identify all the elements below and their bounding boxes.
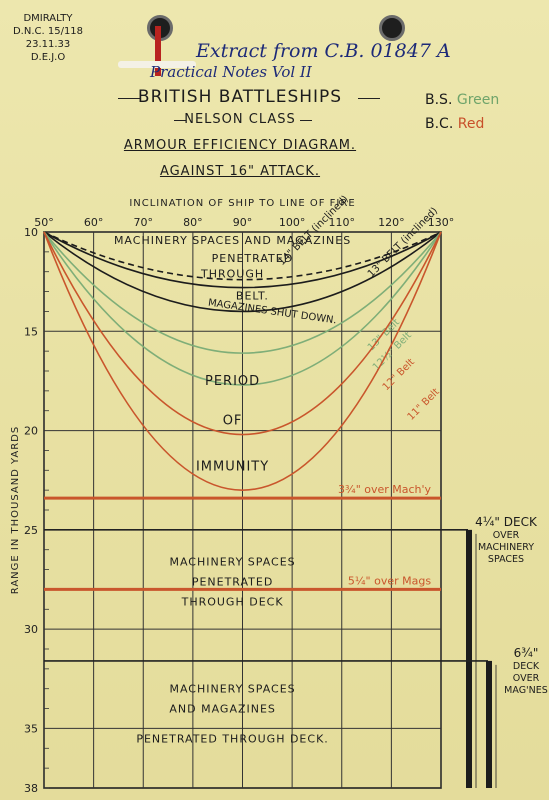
- deck-line-label: 5¼" over Mags: [348, 574, 431, 587]
- belt-curve: [43, 231, 442, 281]
- main-title: BRITISH BATTLESHIPS: [137, 87, 343, 107]
- deck-label-text: 4¼" DECK: [475, 515, 538, 529]
- x-tick-label: 130°: [428, 216, 455, 229]
- zone-label: PERIOD: [205, 374, 260, 389]
- curve-label: 11" Belt: [406, 386, 442, 422]
- legend-label: B.S.: [425, 92, 453, 108]
- diagram-title: ARMOUR EFFICIENCY DIAGRAM.: [123, 138, 357, 153]
- y-tick-label: 30: [24, 623, 38, 636]
- x-axis-title: INCLINATION OF SHIP TO LINE OF FIRE: [129, 198, 355, 209]
- x-tick-label: 60°: [84, 216, 104, 229]
- white-string: [118, 61, 196, 68]
- deck-label-text: OVER: [493, 530, 520, 541]
- x-tick-label: 120°: [378, 216, 405, 229]
- x-tick-label: 70°: [134, 216, 154, 229]
- class-rule-right: [300, 120, 312, 121]
- x-tick-label: 80°: [183, 216, 203, 229]
- deck-label-text: SPACES: [488, 554, 524, 565]
- legend-battleship: B.S. Green: [425, 92, 499, 108]
- deck-indicator-bar: [486, 660, 492, 788]
- zone-label: THROUGH DECK: [181, 595, 284, 608]
- y-tick-label: 20: [24, 425, 38, 438]
- deck-label-text: OVER: [513, 673, 540, 684]
- zone-label: PENETRATED THROUGH DECK.: [136, 732, 328, 745]
- y-axis-title: RANGE IN THOUSAND YARDS: [10, 426, 21, 594]
- deck-label-text: MACHINERY: [478, 542, 534, 553]
- handwritten-extract: Extract from C.B. 01847 A: [196, 40, 451, 62]
- reference-block: DMIRALTY D.N.C. 15/118 23.11.33 D.E.J.O: [8, 12, 88, 64]
- deck-label-text: 6¾": [514, 646, 539, 660]
- reference-line: 23.11.33: [25, 39, 71, 50]
- deck-label-text: DECK: [513, 661, 540, 672]
- y-tick-label: 38: [24, 782, 38, 795]
- zone-label: PENETRATED: [192, 575, 274, 588]
- reference-line: DMIRALTY: [23, 13, 73, 24]
- legend-label: B.C.: [425, 116, 454, 132]
- belt-curve: [43, 231, 442, 491]
- x-tick-label: 100°: [279, 216, 306, 229]
- deck-indicator-bar: [466, 529, 472, 788]
- belt-curve: [43, 231, 442, 289]
- belt-curve: [43, 231, 442, 436]
- red-tag: [155, 26, 161, 76]
- x-tick-label: 50°: [34, 216, 54, 229]
- y-tick-label: 10: [24, 226, 38, 239]
- x-tick-label: 110°: [329, 216, 356, 229]
- belt-curve: [43, 231, 442, 354]
- zone-label: BELT.: [236, 290, 269, 303]
- handwritten-notes: Practical Notes Vol II: [150, 63, 312, 81]
- zone-label: MACHINERY SPACES: [169, 556, 295, 569]
- zone-label: MACHINERY SPACES AND MAGAZINES: [114, 234, 351, 247]
- deck-label-text: MAG'NES: [504, 685, 548, 696]
- curve-label: MAGAZINES SHUT DOWN.: [207, 298, 337, 327]
- deck-line-label: 3¾" over Mach'y: [338, 483, 432, 496]
- y-tick-label: 15: [24, 325, 38, 338]
- title-rule-right: [358, 98, 380, 99]
- legend-battlecruiser: B.C. Red: [425, 116, 484, 132]
- zone-label: AND MAGAZINES: [169, 703, 276, 716]
- x-tick-label: 90°: [233, 216, 253, 229]
- y-tick-label: 35: [24, 722, 38, 735]
- belt-curve: [43, 231, 442, 313]
- y-tick-label: 25: [24, 524, 38, 537]
- reference-line: D.N.C. 15/118: [12, 26, 84, 37]
- legend-value: Red: [457, 116, 485, 132]
- legend-value: Green: [456, 92, 500, 108]
- zone-label: THROUGH: [200, 268, 264, 281]
- belt-curve: [43, 231, 442, 386]
- class-title: NELSON CLASS: [184, 112, 296, 127]
- class-rule-left: [174, 120, 186, 121]
- punch-hole-right: [379, 15, 405, 41]
- zone-label: PENETRATED: [212, 252, 294, 265]
- attack-title: AGAINST 16" ATTACK.: [159, 164, 321, 179]
- title-rule-left: [118, 98, 140, 99]
- zone-label: OF: [223, 414, 243, 429]
- zone-label: MACHINERY SPACES: [169, 683, 295, 696]
- zone-label: IMMUNITY: [196, 459, 269, 474]
- reference-line: D.E.J.O: [30, 52, 66, 63]
